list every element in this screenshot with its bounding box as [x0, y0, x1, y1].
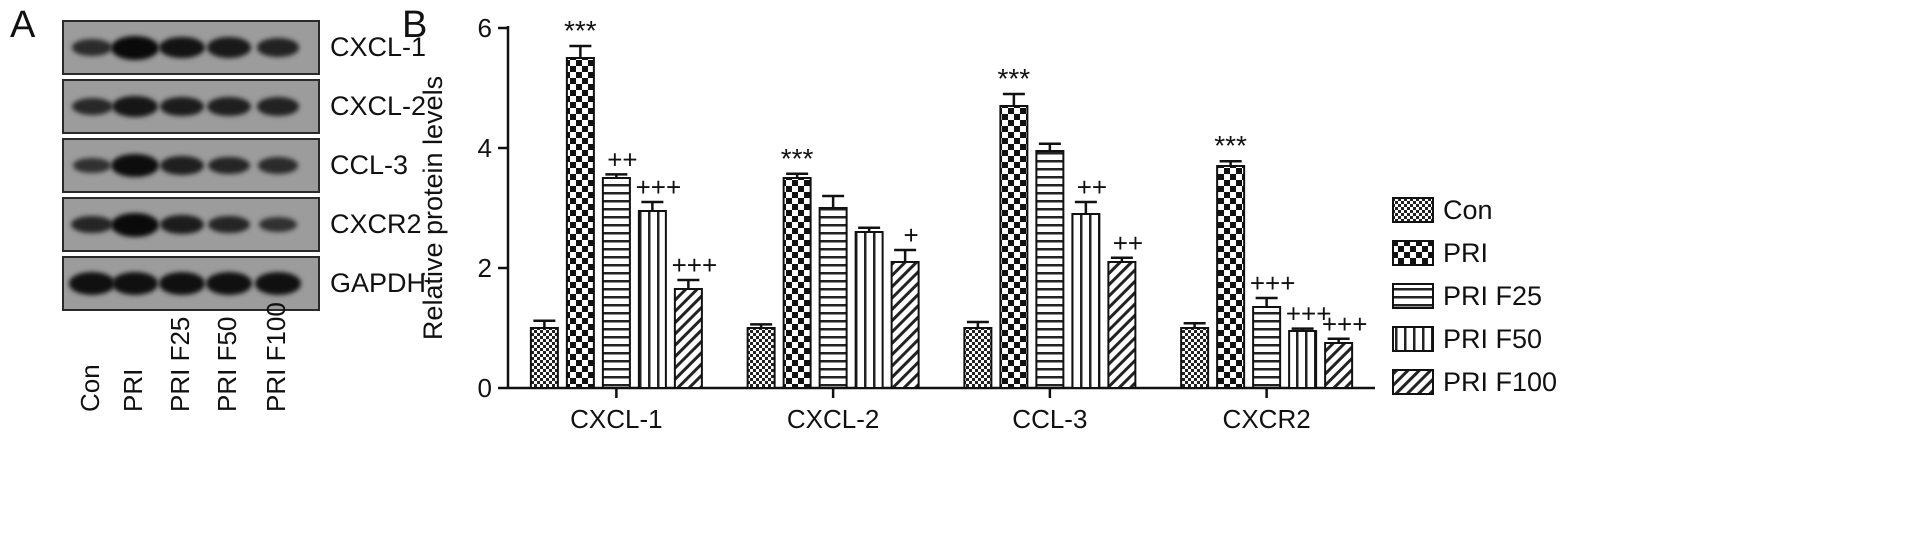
bar	[999, 105, 1029, 389]
blot-strip	[62, 256, 320, 311]
bar	[1107, 261, 1137, 389]
blot-band	[71, 215, 113, 234]
bar	[746, 327, 776, 389]
bar	[1216, 165, 1246, 389]
significance-label: +++	[1322, 309, 1368, 339]
blot-band	[158, 272, 206, 295]
blot-band	[159, 36, 205, 59]
y-tick-label: 4	[478, 133, 492, 163]
bar	[673, 288, 703, 389]
legend-label: Con	[1443, 195, 1493, 225]
x-tick-label: CXCR2	[1223, 404, 1311, 434]
significance-label: ***	[1214, 130, 1247, 161]
bar	[1035, 150, 1065, 389]
blot-band	[68, 272, 116, 295]
western-blot-panel: A CXCL-1 CXCL-2 CCL-3 CXCR2 GAPDH Con PRI PRI …	[0, 0, 440, 536]
significance-label: ++	[1113, 228, 1143, 258]
bar	[637, 210, 667, 389]
blot-band	[206, 37, 252, 58]
panel-a-letter: A	[10, 4, 36, 46]
bar	[529, 327, 559, 389]
y-tick-label: 0	[478, 373, 492, 403]
blot-band	[160, 214, 204, 235]
bar	[1252, 306, 1282, 389]
blot-band	[208, 156, 250, 175]
blot-band	[257, 157, 299, 174]
legend-label: PRI F100	[1443, 367, 1557, 397]
y-tick-label: 2	[478, 253, 492, 283]
significance-label: ***	[998, 63, 1031, 94]
blot-label: CXCL-1	[330, 32, 427, 62]
bar	[818, 207, 848, 389]
blot-band	[111, 272, 159, 295]
legend-label: PRI F50	[1443, 324, 1542, 354]
bar	[782, 177, 812, 389]
blot-band	[208, 215, 250, 234]
y-tick-label: 6	[478, 13, 492, 43]
legend-swatch	[1392, 326, 1434, 352]
legend-swatch	[1392, 283, 1434, 309]
blot-strip	[62, 138, 320, 193]
blot-label: CXCR2	[330, 209, 422, 239]
bar	[963, 327, 993, 389]
significance-label: +++	[672, 250, 718, 280]
blot-band	[256, 38, 300, 57]
bar	[890, 261, 920, 389]
significance-label: ***	[564, 15, 597, 46]
bar	[1071, 213, 1101, 389]
blot-band	[160, 155, 204, 176]
legend-label: PRI F25	[1443, 281, 1542, 311]
significance-label: ++	[1077, 172, 1107, 202]
blot-label: CCL-3	[330, 150, 409, 180]
blot-band	[111, 35, 159, 60]
blot-strip	[62, 197, 320, 252]
x-tick-label: CXCL-2	[787, 404, 879, 434]
blot-label: CXCL-2	[330, 91, 427, 121]
significance-label: +++	[636, 172, 682, 202]
legend-swatch	[1392, 369, 1434, 395]
blot-band	[112, 95, 158, 118]
blot-band	[71, 98, 113, 115]
blot-strip	[62, 79, 320, 134]
significance-label: +++	[1250, 268, 1296, 298]
bar	[565, 57, 595, 389]
blot-band	[256, 97, 300, 116]
blot-band	[111, 153, 159, 178]
significance-label: +++	[1286, 299, 1332, 329]
blot-strip	[62, 20, 320, 75]
blot-band	[160, 96, 204, 117]
bar	[1324, 342, 1354, 389]
bar	[1288, 330, 1318, 389]
blot-band	[111, 212, 159, 237]
panel-b-letter: B	[402, 4, 428, 46]
bar	[1180, 327, 1210, 389]
significance-label: +	[904, 220, 919, 250]
blot-band	[72, 158, 112, 173]
blot-band	[207, 96, 251, 117]
bar	[854, 231, 884, 389]
blot-band	[258, 217, 298, 232]
legend-swatch	[1392, 240, 1434, 266]
significance-label: ***	[781, 143, 814, 174]
blot-band	[205, 272, 253, 295]
significance-label: ++	[607, 144, 637, 174]
x-tick-label: CCL-3	[1012, 404, 1087, 434]
legend-swatch	[1392, 197, 1434, 223]
blot-label: GAPDH	[330, 268, 427, 298]
blot-band	[71, 39, 113, 56]
blot-band	[254, 272, 302, 295]
legend-label: PRI	[1443, 238, 1488, 268]
x-tick-label: CXCL-1	[570, 404, 662, 434]
bar	[601, 177, 631, 389]
y-axis-label: Relative protein levels	[418, 76, 448, 340]
